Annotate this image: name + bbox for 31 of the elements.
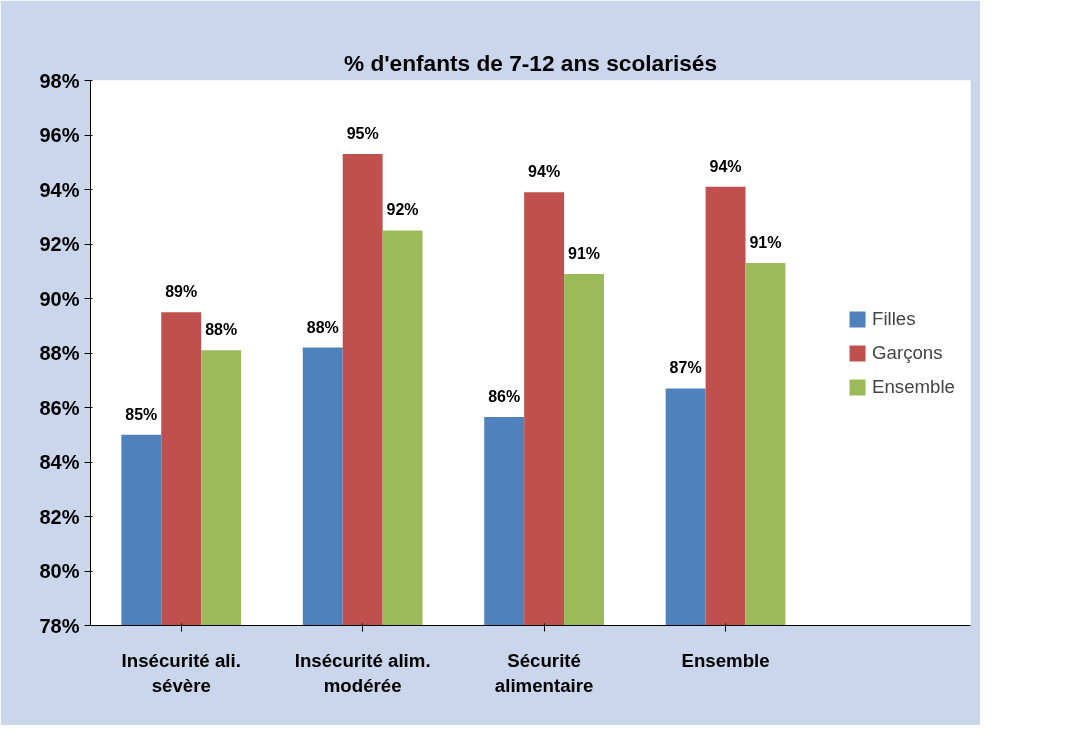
data-label: 86% (488, 388, 521, 406)
data-label: 85% (125, 405, 158, 423)
y-tick-label: 86% (39, 396, 80, 419)
y-tick-label: 98% (39, 69, 80, 92)
data-label: 88% (306, 318, 339, 336)
y-tick-label: 90% (39, 287, 80, 310)
y-tick-label: 82% (39, 505, 80, 528)
data-label: 91% (568, 244, 601, 262)
y-tick-label: 88% (39, 342, 80, 364)
x-tick-label: Insécurité ali. sévère (121, 649, 241, 696)
data-label: 92% (386, 201, 419, 219)
y-tick-label: 80% (39, 560, 80, 582)
x-tick-label: Insécurité alim. modérée (294, 649, 431, 696)
chart-title: % d'enfants de 7-12 ans scolarisés (343, 49, 718, 76)
data-label: 94% (709, 157, 742, 175)
data-label: 91% (749, 234, 782, 252)
data-label: 95% (346, 125, 379, 143)
y-tick-label: 96% (39, 124, 80, 146)
legend-label: Filles (872, 307, 916, 330)
data-label: 88% (205, 321, 238, 339)
legend-label: Ensemble (872, 375, 955, 398)
x-tick-label: Sécurité alimentaire (494, 649, 594, 696)
legend-label: Garçons (872, 341, 943, 364)
data-label: 89% (165, 283, 198, 301)
y-tick-label: 94% (39, 178, 80, 201)
data-label: 87% (669, 359, 702, 377)
y-tick-label: 84% (39, 451, 80, 473)
y-tick-label: 78% (39, 614, 80, 637)
y-tick-label: 92% (39, 233, 80, 255)
x-tick-label: Ensemble (681, 649, 770, 671)
data-label: 94% (528, 163, 561, 181)
